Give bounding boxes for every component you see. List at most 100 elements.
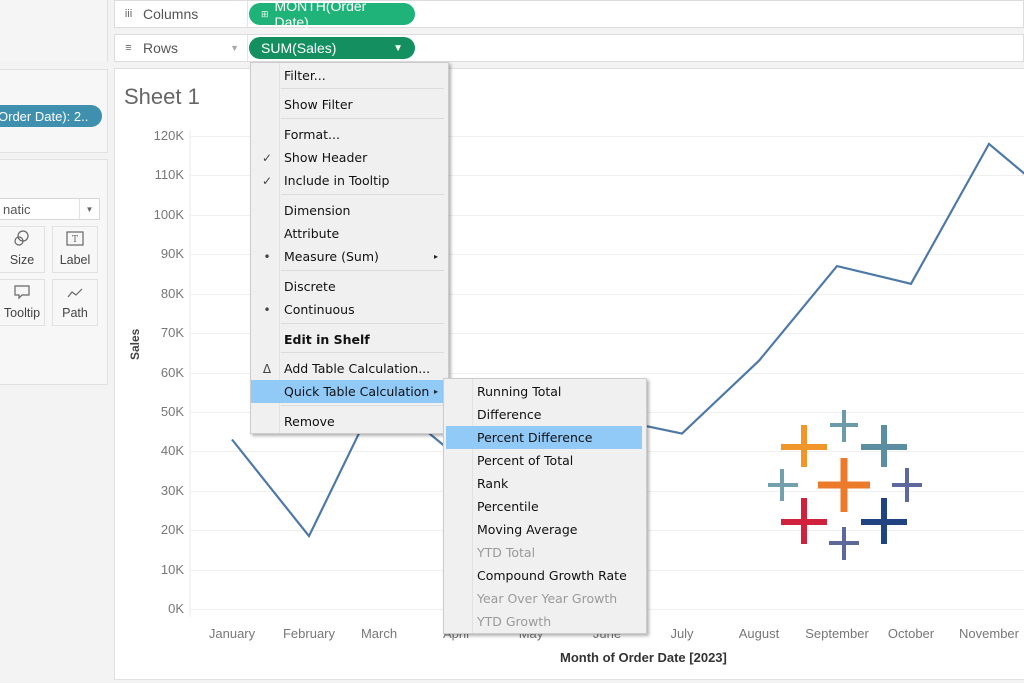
x-tick-label: February bbox=[282, 626, 336, 641]
menu-item-label: Quick Table Calculation bbox=[284, 384, 430, 399]
checkmark-icon: ✓ bbox=[261, 150, 273, 165]
menu-item-continuous[interactable]: • Continuous bbox=[251, 298, 448, 321]
marks-card: natic ▼ Size T Label Tooltip Path bbox=[0, 159, 108, 385]
y-tick-label: 120K bbox=[153, 128, 184, 143]
submenu-item-year-over-year-growth: Year Over Year Growth bbox=[444, 587, 646, 610]
month-order-date-pill[interactable]: ⊞ MONTH(Order Date) bbox=[249, 0, 415, 30]
submenu-item-label: YTD Total bbox=[477, 545, 536, 560]
menu-item-remove[interactable]: Remove bbox=[251, 410, 448, 433]
menu-gutter bbox=[472, 379, 473, 633]
menu-item-discrete[interactable]: Discrete bbox=[251, 275, 448, 298]
submenu-item-ytd-growth: YTD Growth bbox=[444, 610, 646, 633]
rows-label: Rows bbox=[143, 40, 179, 56]
x-tick-label: March bbox=[360, 626, 398, 641]
bullet-icon: • bbox=[263, 302, 271, 317]
order-date-filter-pill[interactable]: Order Date): 2.. bbox=[0, 105, 102, 127]
menu-item-label: Dimension bbox=[284, 203, 351, 218]
menu-item-label: Continuous bbox=[284, 302, 355, 317]
x-tick-label: October bbox=[887, 626, 935, 641]
chevron-down-icon[interactable]: ▼ bbox=[230, 43, 239, 53]
y-tick-label: 50K bbox=[160, 403, 184, 419]
sum-sales-pill[interactable]: SUM(Sales) ▼ bbox=[249, 37, 415, 59]
gridline bbox=[190, 372, 1024, 374]
menu-item-attribute[interactable]: Attribute bbox=[251, 222, 448, 245]
y-tick-label: 40K bbox=[160, 443, 184, 459]
rows-shelf-label: ≡ Rows ▼ bbox=[115, 35, 248, 61]
columns-shelf-label: iii Columns bbox=[115, 1, 248, 27]
columns-shelf[interactable]: iii Columns ⊞ MONTH(Order Date) bbox=[114, 0, 1024, 30]
gridline bbox=[190, 214, 1024, 216]
submenu-item-running-total[interactable]: Running Total bbox=[444, 380, 646, 403]
menu-separator bbox=[281, 88, 444, 89]
submenu-item-label: Percent Difference bbox=[477, 430, 593, 445]
menu-item-format[interactable]: Format... bbox=[251, 123, 448, 146]
menu-gutter bbox=[279, 63, 280, 433]
menu-separator bbox=[281, 270, 444, 271]
caret-down-icon[interactable]: ▼ bbox=[393, 42, 403, 54]
submenu-arrow-icon: ▸ bbox=[433, 387, 438, 396]
submenu-item-label: Year Over Year Growth bbox=[477, 591, 618, 606]
expand-icon: ⊞ bbox=[261, 8, 269, 19]
menu-item-edit-in-shelf[interactable]: Edit in Shelf bbox=[251, 328, 448, 351]
menu-item-label: Measure (Sum) bbox=[284, 249, 379, 264]
menu-item-label: Filter... bbox=[284, 68, 326, 83]
menu-item-filter[interactable]: Filter... bbox=[251, 64, 448, 87]
tableau-logo-icon bbox=[768, 410, 922, 560]
submenu-item-percent-difference[interactable]: Percent Difference bbox=[446, 426, 642, 449]
filters-card: Order Date): 2.. bbox=[0, 69, 108, 153]
rows-shelf[interactable]: ≡ Rows ▼ SUM(Sales) ▼ bbox=[114, 34, 1024, 62]
tooltip-button[interactable]: Tooltip bbox=[0, 279, 45, 326]
menu-item-label: Show Header bbox=[284, 150, 368, 165]
checkmark-icon: ✓ bbox=[261, 173, 273, 188]
x-tick-label: July bbox=[670, 626, 694, 641]
x-axis-label: Month of Order Date [2023] bbox=[560, 650, 727, 665]
submenu-item-percent-of-total[interactable]: Percent of Total bbox=[444, 449, 646, 472]
path-label: Path bbox=[62, 306, 88, 320]
menu-item-label: Show Filter bbox=[284, 97, 353, 112]
submenu-item-rank[interactable]: Rank bbox=[444, 472, 646, 495]
pill-label: SUM(Sales) bbox=[261, 40, 337, 56]
menu-item-show-header[interactable]: ✓ Show Header bbox=[251, 146, 448, 169]
y-tick-label: 70K bbox=[160, 325, 184, 341]
filter-pill-label: Order Date): 2.. bbox=[0, 108, 89, 124]
gridline bbox=[190, 136, 1024, 137]
y-tick-label: 100K bbox=[153, 206, 184, 222]
menu-item-show-filter[interactable]: Show Filter bbox=[251, 93, 448, 116]
tooltip-icon bbox=[14, 285, 30, 300]
mark-type-select[interactable]: natic ▼ bbox=[0, 198, 100, 220]
columns-icon: iii bbox=[124, 8, 133, 20]
submenu-item-percentile[interactable]: Percentile bbox=[444, 495, 646, 518]
delta-icon: Δ bbox=[262, 361, 272, 376]
submenu-item-label: Percentile bbox=[477, 499, 539, 514]
x-tick-label: November bbox=[959, 626, 1019, 641]
submenu-item-label: Moving Average bbox=[477, 522, 578, 537]
columns-label: Columns bbox=[143, 6, 199, 22]
quick-table-calc-submenu: Running Total Difference Percent Differenc… bbox=[443, 378, 647, 634]
submenu-item-moving-average[interactable]: Moving Average bbox=[444, 518, 646, 541]
label-button[interactable]: T Label bbox=[52, 226, 98, 273]
y-tick-label: 80K bbox=[160, 285, 184, 301]
y-tick-label: 0K bbox=[168, 601, 184, 616]
size-label: Size bbox=[9, 253, 35, 267]
svg-text:T: T bbox=[72, 235, 78, 245]
chevron-down-icon[interactable]: ▼ bbox=[79, 199, 99, 219]
y-tick-label: 90K bbox=[160, 246, 184, 262]
menu-item-label: Discrete bbox=[284, 279, 336, 294]
path-button[interactable]: Path bbox=[52, 279, 98, 326]
y-tick-label: 60K bbox=[160, 364, 184, 380]
menu-item-quick-table-calculation[interactable]: Quick Table Calculation ▸ bbox=[251, 380, 448, 403]
submenu-item-compound-growth-rate[interactable]: Compound Growth Rate bbox=[444, 564, 646, 587]
submenu-item-label: Running Total bbox=[477, 384, 562, 399]
x-tick-label: September bbox=[805, 626, 869, 641]
size-button[interactable]: Size bbox=[0, 226, 45, 273]
pill-context-menu: Filter... Show Filter Format... ✓ Show Heade… bbox=[250, 62, 449, 434]
menu-item-add-table-calculation[interactable]: Δ Add Table Calculation... bbox=[251, 357, 448, 380]
menu-item-measure-sum[interactable]: • Measure (Sum) ▸ bbox=[251, 245, 448, 268]
gridline bbox=[190, 254, 1024, 256]
submenu-item-label: Rank bbox=[477, 476, 509, 491]
menu-item-include-in-tooltip[interactable]: ✓ Include in Tooltip bbox=[251, 169, 448, 192]
submenu-item-difference[interactable]: Difference bbox=[444, 403, 646, 426]
menu-item-dimension[interactable]: Dimension bbox=[251, 199, 448, 222]
menu-item-label: Include in Tooltip bbox=[284, 173, 390, 188]
label-label: Label bbox=[59, 253, 91, 267]
